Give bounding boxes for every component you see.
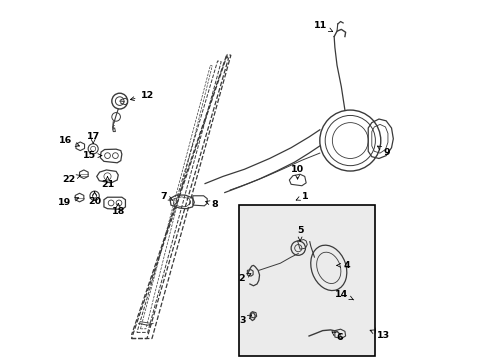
Text: 2: 2 (237, 274, 250, 283)
Text: 22: 22 (62, 175, 81, 184)
Text: 12: 12 (130, 91, 153, 100)
Text: 9: 9 (377, 146, 389, 157)
Text: 21: 21 (101, 176, 114, 189)
Text: 18: 18 (111, 203, 125, 216)
Text: 14: 14 (335, 289, 353, 300)
Text: 17: 17 (86, 132, 100, 144)
Bar (239, 205, 375, 356)
Text: 16: 16 (59, 136, 79, 147)
Text: 6: 6 (331, 332, 342, 342)
Text: 4: 4 (336, 261, 349, 270)
Text: 19: 19 (58, 197, 79, 207)
Text: 13: 13 (369, 330, 389, 341)
Text: 15: 15 (82, 151, 102, 160)
Text: 3: 3 (239, 315, 251, 325)
Text: 11: 11 (313, 21, 332, 32)
Text: 8: 8 (205, 200, 218, 209)
Text: 10: 10 (290, 166, 304, 179)
Text: 20: 20 (88, 192, 101, 206)
Text: 1: 1 (296, 192, 308, 201)
Text: 5: 5 (296, 226, 303, 241)
Text: 7: 7 (161, 192, 172, 201)
